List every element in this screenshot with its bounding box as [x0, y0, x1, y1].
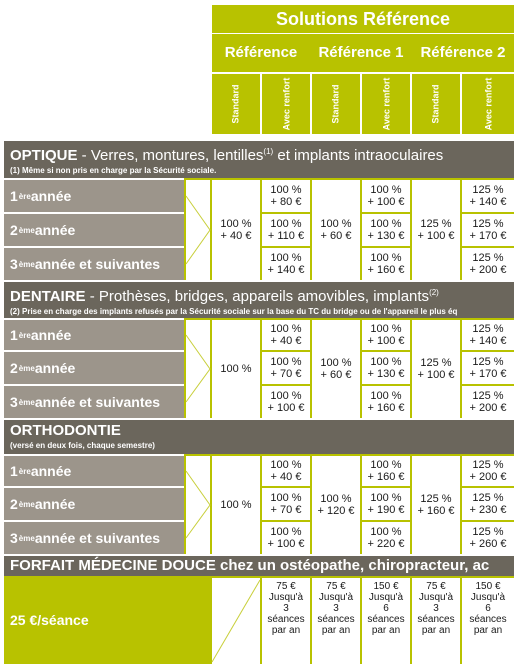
optique-title: OPTIQUE - Verres, montures, lentilles(1)… [10, 147, 444, 164]
orthodontie-header: ORTHODONTIE (versé en deux fois, chaque … [4, 420, 514, 454]
dentaire-row-2: 2 ème année [4, 352, 184, 384]
dentaire-ref1-renfort-1: 100 % + 100 € [362, 320, 410, 350]
header-title: Solutions Référence [275, 9, 451, 29]
dentaire-row-3: 3 ème année et suivantes [4, 386, 184, 418]
optique-ref-standard: 100 % + 40 € [212, 180, 260, 280]
dentaire-row-1: 1 ère année [4, 320, 184, 350]
optique-row-2: 2 ème année [4, 214, 184, 246]
dentaire-ref1-renfort-2: 100 % + 130 € [362, 352, 410, 384]
header-sub-renfort-ref1: Avec renfort [362, 74, 410, 134]
dentaire-ref1-renfort-3: 100 % + 160 € [362, 386, 410, 418]
orthodontie-ref1-standard: 100 % + 120 € [312, 456, 360, 554]
orthodontie-ref1-renfort-1: 100 % + 160 € [362, 456, 410, 486]
header-ref-reference-2: Référence 2 [420, 44, 506, 61]
orthodontie-row-3: 3 ème année et suivantes [4, 522, 184, 554]
optique-ref-renfort-2: 100 % + 110 € [262, 214, 310, 246]
orthodontie-ref2-standard: 125 % + 160 € [412, 456, 460, 554]
header-sub-standard-ref: Standard [212, 74, 260, 134]
header-ref-bar [212, 34, 514, 72]
optique-ref1-standard: 100 % + 60 € [312, 180, 360, 280]
forfait-ref2-renfort: 150 € Jusqu'à 6 séances par an [462, 578, 514, 664]
forfait-ref2-standard: 75 € Jusqu'à 3 séances par an [412, 578, 460, 664]
dentaire-ref2-standard: 125 % + 100 € [412, 320, 460, 418]
orthodontie-title: ORTHODONTIE [10, 422, 121, 439]
forfait-label: 25 €/séance [4, 578, 184, 662]
dentaire-ref-renfort-3: 100 % + 100 € [262, 386, 310, 418]
orthodontie-ref2-renfort-1: 125 % + 200 € [462, 456, 514, 486]
optique-ref2-renfort-1: 125 % + 140 € [462, 180, 514, 212]
optique-row-1: 1 ère année [4, 180, 184, 212]
optique-ref1-renfort-2: 100 % + 130 € [362, 214, 410, 246]
optique-header: OPTIQUE - Verres, montures, lentilles(1)… [4, 141, 514, 178]
orthodontie-ref-renfort-2: 100 % + 70 € [262, 488, 310, 520]
forfait-title: FORFAIT MÉDECINE DOUCE chez un ostéopath… [10, 557, 490, 574]
orthodontie-row-2: 2 ème année [4, 488, 184, 520]
optique-bracket-cell [186, 180, 210, 280]
optique-ref-renfort-1: 100 % + 80 € [262, 180, 310, 212]
dentaire-note: (2) Prise en charge des implants refusés… [10, 307, 458, 316]
dentaire-title: DENTAIRE - Prothèses, bridges, appareils… [10, 288, 439, 305]
orthodontie-ref-renfort-3: 100 % + 100 € [262, 522, 310, 554]
header-sub-renfort-ref2: Avec renfort [462, 74, 514, 134]
forfait-ref-renfort: 75 € Jusqu'à 3 séances par an [262, 578, 310, 664]
orthodontie-ref2-renfort-2: 125 % + 230 € [462, 488, 514, 520]
header-sub-standard-ref1: Standard [312, 74, 360, 134]
optique-ref-renfort-3: 100 % + 140 € [262, 248, 310, 280]
orthodontie-note: (versé en deux fois, chaque semestre) [10, 441, 155, 450]
orthodontie-row-1: 1 ère année [4, 456, 184, 486]
forfait-ref1-renfort: 150 € Jusqu'à 6 séances par an [362, 578, 410, 664]
dentaire-header: DENTAIRE - Prothèses, bridges, appareils… [4, 282, 514, 318]
orthodontie-ref-standard: 100 % [212, 456, 260, 554]
optique-ref2-standard: 125 % + 100 € [412, 180, 460, 280]
dentaire-ref1-standard: 100 % + 60 € [312, 320, 360, 418]
orthodontie-ref1-renfort-3: 100 % + 220 € [362, 522, 410, 554]
dentaire-ref-standard: 100 % [212, 320, 260, 418]
dentaire-ref-renfort-2: 100 % + 70 € [262, 352, 310, 384]
forfait-standard-ref-cell [212, 578, 260, 664]
header-title-bar [212, 5, 514, 33]
optique-ref2-renfort-2: 125 % + 170 € [462, 214, 514, 246]
orthodontie-ref1-renfort-2: 100 % + 190 € [362, 488, 410, 520]
dentaire-ref2-renfort-1: 125 % + 140 € [462, 320, 514, 350]
forfait-ref1-standard: 75 € Jusqu'à 3 séances par an [312, 578, 360, 664]
orthodontie-ref-renfort-1: 100 % + 40 € [262, 456, 310, 486]
optique-row-3: 3 ème année et suivantes [4, 248, 184, 280]
forfait-header: FORFAIT MÉDECINE DOUCE chez un ostéopath… [4, 556, 514, 576]
dentaire-ref-renfort-1: 100 % + 40 € [262, 320, 310, 350]
optique-note: (1) Même si non pris en charge par la Sé… [10, 166, 217, 175]
optique-ref1-renfort-1: 100 % + 100 € [362, 180, 410, 212]
optique-ref1-renfort-3: 100 % + 160 € [362, 248, 410, 280]
dentaire-ref2-renfort-3: 125 % + 200 € [462, 386, 514, 418]
optique-ref2-renfort-3: 125 % + 200 € [462, 248, 514, 280]
dentaire-ref2-renfort-2: 125 % + 170 € [462, 352, 514, 384]
orthodontie-ref2-renfort-3: 125 % + 260 € [462, 522, 514, 554]
header-sub-standard-ref2: Standard [412, 74, 460, 134]
header-ref-reference-1: Référence 1 [318, 44, 404, 61]
header-ref-reference: Référence [224, 44, 298, 61]
header-sub-renfort-ref: Avec renfort [262, 74, 310, 134]
orthodontie-bracket-cell [186, 456, 210, 554]
dentaire-bracket-cell [186, 320, 210, 418]
